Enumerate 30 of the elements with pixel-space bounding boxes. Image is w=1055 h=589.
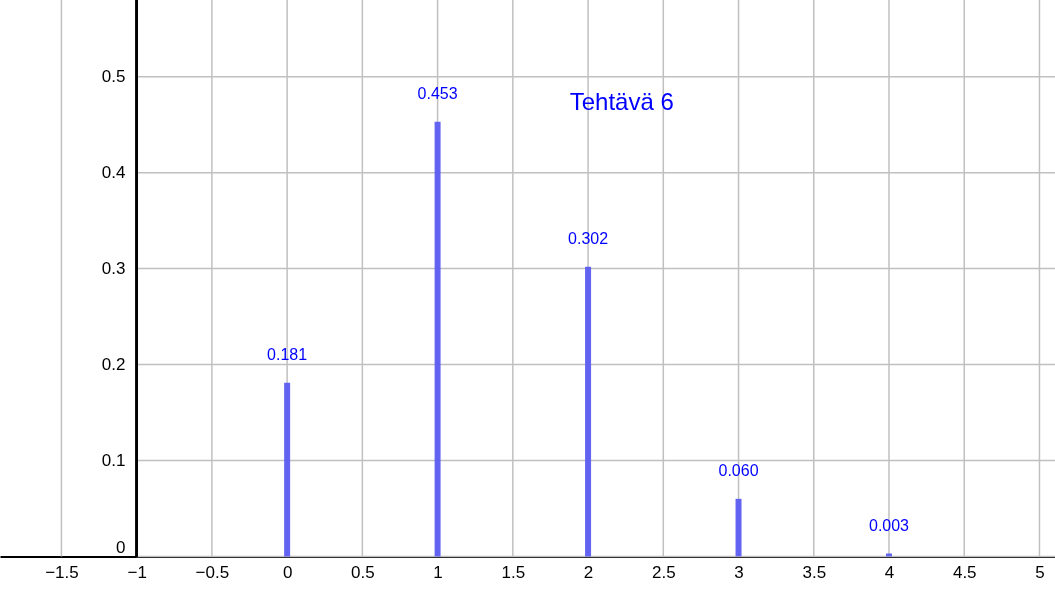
x-tick-label: 2 xyxy=(583,562,594,582)
data-label: 0.181 xyxy=(267,345,308,363)
x-tick-label: 0 xyxy=(282,562,293,582)
x-tick-label: 4 xyxy=(884,562,895,582)
y-tick-label: 0.3 xyxy=(101,259,126,279)
bar xyxy=(735,498,742,557)
x-tick-label: 5 xyxy=(1035,562,1045,582)
data-label: 0.453 xyxy=(417,84,458,102)
data-label: 0.003 xyxy=(868,516,910,534)
x-tick-label: 3.5 xyxy=(802,562,827,582)
x-tick-label: 3 xyxy=(734,562,744,582)
data-label: 0.302 xyxy=(568,229,609,247)
text: Tehtävä 6 xyxy=(569,88,674,116)
x-tick-label: 2.5 xyxy=(651,562,676,582)
y-tick-label: 0.2 xyxy=(101,355,126,375)
bar xyxy=(585,266,592,557)
x-tick-label: 1.5 xyxy=(501,562,526,582)
x-tick-label: 0.5 xyxy=(351,562,375,582)
y-tick-label: 0.4 xyxy=(101,163,126,183)
bar xyxy=(284,382,291,557)
data-label: 0.060 xyxy=(718,461,759,479)
x-tick-label: −0.5 xyxy=(195,562,230,582)
y-tick-label: 0 xyxy=(115,537,126,557)
y-tick-label: 0.1 xyxy=(101,450,126,470)
x-tick-label: −1 xyxy=(127,562,147,582)
bar xyxy=(434,121,441,557)
x-tick-label: 4.5 xyxy=(952,562,977,582)
x-tick-label: −1.5 xyxy=(45,562,79,582)
y-tick-label: 0.5 xyxy=(101,67,126,87)
x-tick-label: 1 xyxy=(433,562,443,582)
